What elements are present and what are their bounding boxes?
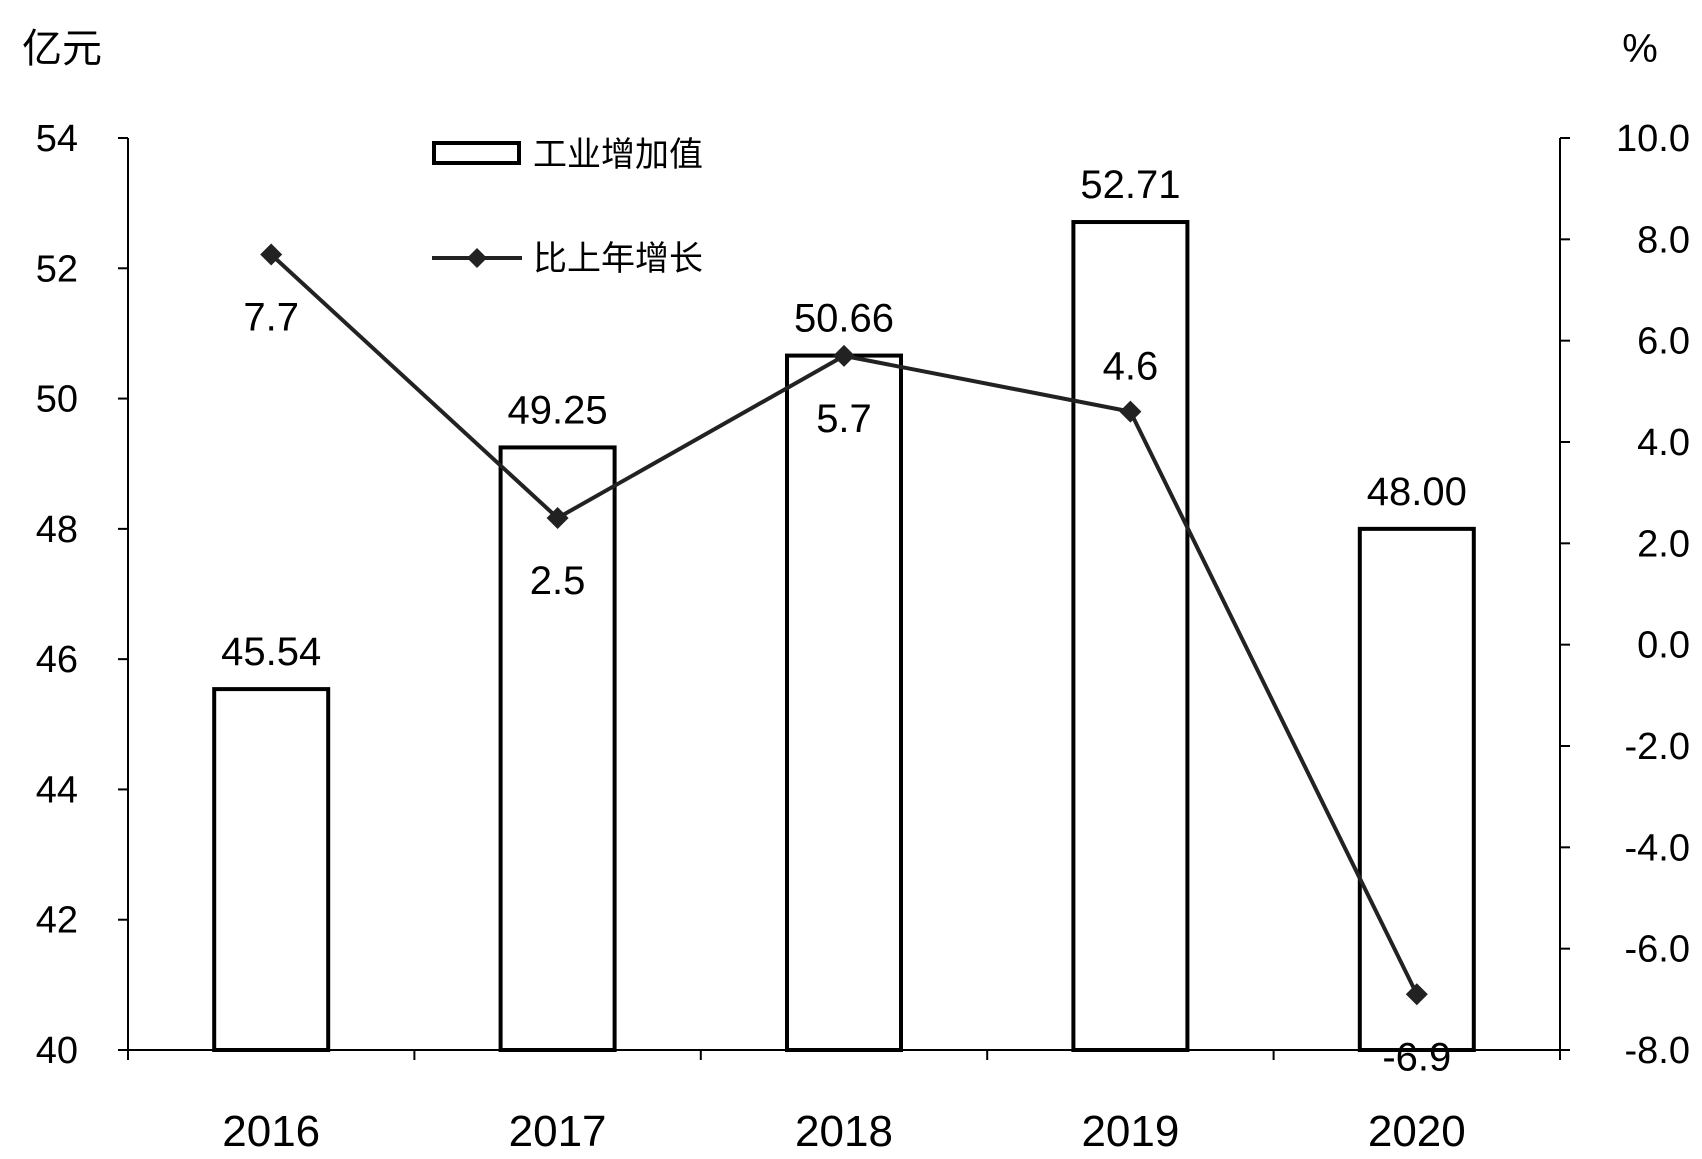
data-labels: 45.54 49.25 50.66 52.71 48.00 7.7 2.5 5.7 4.6 -6.… <box>221 163 1467 1079</box>
left-tick-label: 52 <box>36 248 78 290</box>
bar <box>498 445 617 1052</box>
bar-value-label: 45.54 <box>221 630 321 674</box>
left-tick-label: 46 <box>36 639 78 681</box>
growth-value-label: -6.9 <box>1382 1035 1451 1079</box>
line-series <box>260 243 1428 1006</box>
legend-bar-swatch <box>432 141 521 165</box>
left-tick-label: 48 <box>36 509 78 551</box>
right-tick-label: 4.0 <box>1637 422 1690 464</box>
left-tick-label: 50 <box>36 379 78 421</box>
x-axis: 2016 2017 2018 2019 2020 <box>127 1049 1561 1156</box>
growth-value-label: 2.5 <box>530 559 586 603</box>
x-tick-label: 2019 <box>1081 1107 1179 1156</box>
bar <box>1071 220 1190 1052</box>
x-tick-label: 2018 <box>795 1107 893 1156</box>
left-axis: 40 42 44 46 48 50 52 54 <box>36 118 129 1072</box>
left-tick-label: 40 <box>36 1030 78 1072</box>
bar <box>212 687 331 1052</box>
right-axis-unit: % <box>1622 27 1658 71</box>
right-tick-label: 10.0 <box>1616 118 1690 160</box>
right-tick-label: 6.0 <box>1637 321 1690 363</box>
right-tick-label: 8.0 <box>1637 219 1690 261</box>
bar <box>1357 526 1476 1052</box>
growth-marker <box>1405 983 1428 1006</box>
right-tick-label: -4.0 <box>1625 827 1690 869</box>
growth-marker <box>546 507 569 529</box>
bar-value-label: 49.25 <box>508 388 608 432</box>
right-axis: -8.0 -6.0 -4.0 -2.0 0.0 2.0 4.0 6.0 8.0 10.0 <box>1559 118 1690 1072</box>
x-tick-label: 2020 <box>1368 1107 1466 1156</box>
x-tick-label: 2016 <box>222 1107 320 1156</box>
right-tick-label: -8.0 <box>1625 1030 1690 1072</box>
right-tick-label: 0.0 <box>1637 625 1690 667</box>
bar-series <box>212 220 1476 1052</box>
growth-value-label: 7.7 <box>243 296 299 340</box>
growth-marker <box>260 243 283 266</box>
left-tick-label: 42 <box>36 900 78 942</box>
bar-value-label: 48.00 <box>1367 470 1467 514</box>
growth-value-label: 5.7 <box>816 397 872 441</box>
left-tick-label: 44 <box>36 769 78 811</box>
growth-marker <box>833 344 855 367</box>
left-tick-label: 54 <box>36 118 78 160</box>
bar-value-label: 50.66 <box>794 297 894 341</box>
x-tick-label: 2017 <box>509 1107 607 1156</box>
right-tick-label: -2.0 <box>1625 726 1690 768</box>
growth-value-label: 4.6 <box>1103 345 1159 389</box>
bar <box>785 353 903 1052</box>
right-tick-label: 2.0 <box>1637 523 1690 565</box>
legend-line-marker <box>467 248 487 268</box>
legend-bar-label: 工业增加值 <box>533 136 703 174</box>
right-tick-label: -6.0 <box>1625 929 1690 971</box>
legend-line-label: 比上年增长 <box>533 240 703 278</box>
bar-value-label: 52.71 <box>1080 163 1180 207</box>
growth-marker <box>1119 400 1142 423</box>
legend: 工业增加值 比上年增长 <box>432 136 703 278</box>
left-axis-unit: 亿元 <box>22 27 102 71</box>
